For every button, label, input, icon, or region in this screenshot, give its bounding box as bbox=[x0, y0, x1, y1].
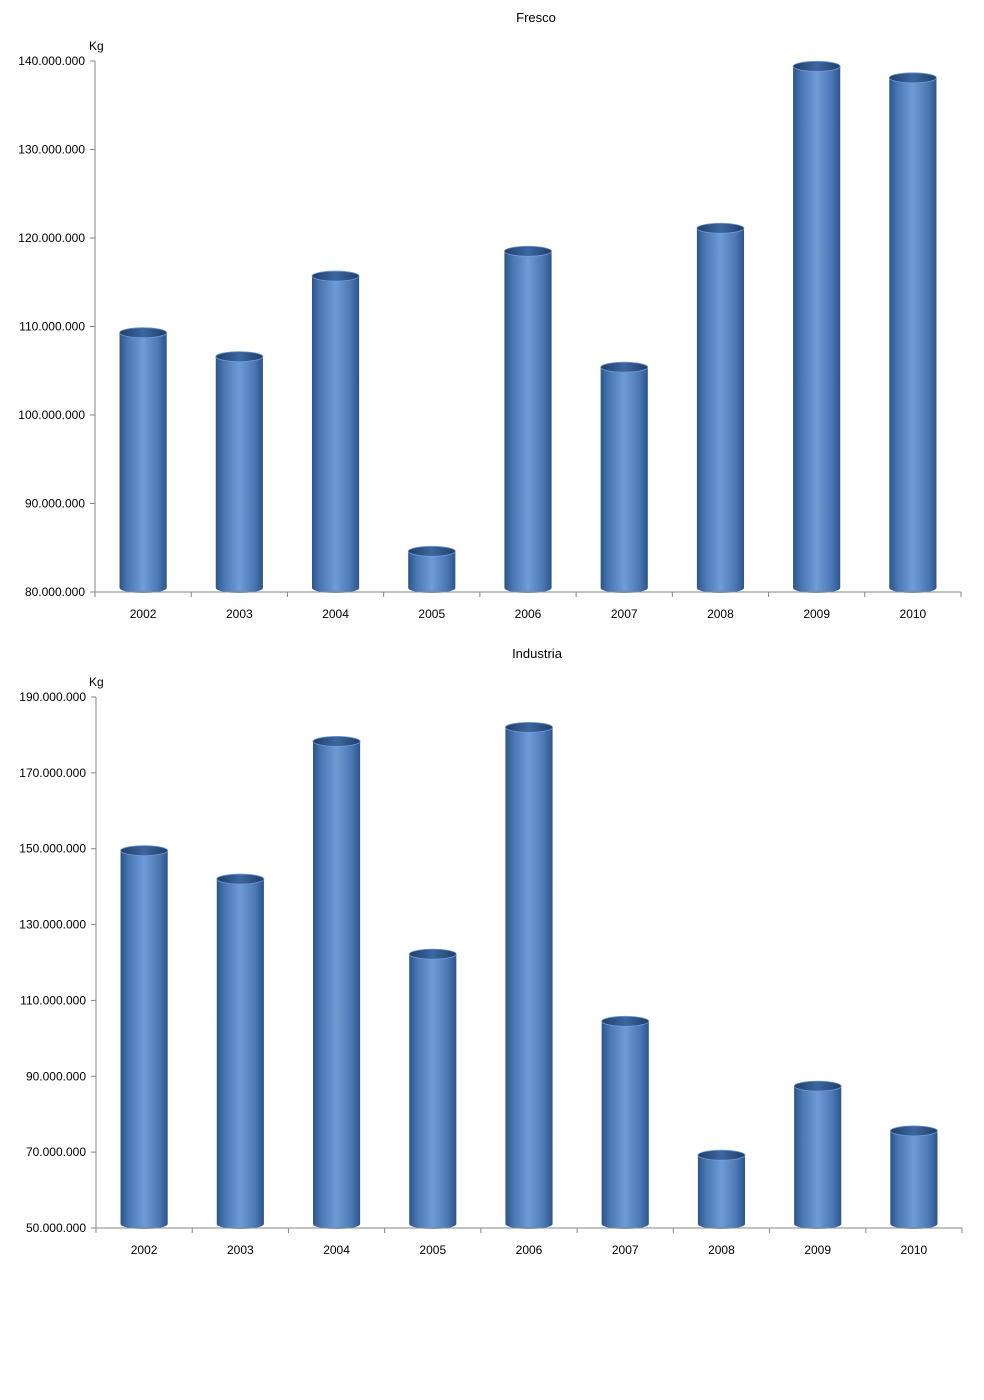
y-tick-label: 150.000.000 bbox=[19, 842, 86, 856]
y-tick-label: 130.000.000 bbox=[19, 918, 86, 932]
bar-top bbox=[119, 327, 168, 339]
bar-body bbox=[600, 367, 648, 593]
bar-top bbox=[407, 545, 456, 557]
bar-2005 bbox=[408, 948, 457, 1229]
bar-top bbox=[215, 351, 264, 362]
x-tick-label: 2004 bbox=[323, 1243, 350, 1257]
x-tick-label: 2003 bbox=[226, 607, 253, 621]
x-tick-label: 2005 bbox=[418, 607, 445, 621]
y-tick-label: 170.000.000 bbox=[19, 766, 86, 780]
bar-body bbox=[409, 954, 457, 1229]
bar-top bbox=[697, 1149, 746, 1161]
bar-body bbox=[794, 1086, 842, 1229]
bar-2004 bbox=[312, 735, 361, 1229]
x-tick-label: 2002 bbox=[131, 1243, 158, 1257]
y-tick-label: 120.000.000 bbox=[18, 231, 85, 245]
x-tick-label: 2009 bbox=[804, 1243, 831, 1257]
y-tick-label: 100.000.000 bbox=[18, 408, 85, 422]
y-tick-label: 90.000.000 bbox=[26, 1069, 86, 1083]
bar-top bbox=[793, 1080, 842, 1092]
bar-2008 bbox=[696, 222, 745, 593]
bar-top bbox=[311, 270, 360, 282]
bar-body bbox=[697, 1155, 746, 1229]
bar-top bbox=[888, 72, 937, 84]
bar-top bbox=[696, 222, 745, 234]
bar-body bbox=[311, 276, 360, 593]
y-tick-label: 130.000.000 bbox=[18, 143, 85, 157]
bar-body bbox=[408, 551, 456, 593]
chart-industria: Industria Kg 50.000.000 70.000.000 90.000.… bbox=[19, 646, 963, 1257]
bar-2006 bbox=[504, 245, 552, 593]
bar-body bbox=[312, 741, 361, 1229]
y-tick-label: 110.000.000 bbox=[19, 320, 85, 334]
x-tick-label: 2007 bbox=[611, 607, 638, 621]
x-tick-label: 2008 bbox=[708, 1243, 735, 1257]
bar-2002 bbox=[120, 845, 169, 1229]
y-tick-label: 50.000.000 bbox=[26, 1221, 86, 1235]
bar-body bbox=[119, 332, 167, 593]
bar-top bbox=[216, 873, 265, 885]
bar-2010 bbox=[889, 1125, 938, 1229]
x-tick-label: 2007 bbox=[612, 1243, 639, 1257]
y-tick-label: 140.000.000 bbox=[18, 54, 85, 68]
y-axis-unit-label: Kg bbox=[89, 39, 104, 53]
bar-2009 bbox=[792, 60, 841, 593]
bar-body bbox=[505, 727, 553, 1229]
axes: 80.000.000 90.000.000 100.000.000 110.000.0… bbox=[18, 54, 962, 621]
bar-top bbox=[312, 735, 361, 747]
x-tick-label: 2006 bbox=[515, 607, 542, 621]
y-tick-label: 110.000.000 bbox=[20, 993, 86, 1007]
bar-2004 bbox=[311, 270, 360, 593]
y-tick-label: 90.000.000 bbox=[25, 497, 85, 511]
bar-2003 bbox=[216, 873, 265, 1229]
chart-title: Fresco bbox=[516, 10, 556, 25]
x-tick-label: 2002 bbox=[130, 607, 157, 621]
bar-2009 bbox=[793, 1080, 842, 1229]
x-tick-label: 2010 bbox=[901, 1243, 928, 1257]
x-tick-label: 2005 bbox=[419, 1243, 446, 1257]
bar-2007 bbox=[600, 361, 649, 593]
y-tick-label: 190.000.000 bbox=[19, 690, 86, 704]
bar-top bbox=[504, 245, 552, 257]
chart-title: Industria bbox=[512, 646, 563, 661]
bar-body bbox=[215, 356, 263, 593]
bar-2002 bbox=[119, 327, 168, 593]
y-axis-unit-label: Kg bbox=[89, 675, 104, 689]
x-tick-label: 2003 bbox=[227, 1243, 254, 1257]
bar-body bbox=[793, 66, 841, 593]
bar-top bbox=[120, 845, 169, 857]
bar-top bbox=[601, 1015, 650, 1027]
x-tick-label: 2004 bbox=[322, 607, 349, 621]
bar-body bbox=[890, 1130, 938, 1229]
y-tick-label: 80.000.000 bbox=[25, 585, 85, 599]
bar-body bbox=[120, 850, 168, 1229]
bar-body bbox=[216, 879, 264, 1229]
bar-top bbox=[600, 361, 649, 373]
bar-top bbox=[408, 948, 457, 960]
bar-top bbox=[889, 1125, 938, 1137]
bar-top bbox=[792, 60, 841, 72]
y-tick-label: 70.000.000 bbox=[26, 1145, 86, 1159]
bar-2007 bbox=[601, 1015, 650, 1229]
x-tick-label: 2008 bbox=[707, 607, 734, 621]
bar-top bbox=[505, 721, 553, 733]
bar-body bbox=[696, 228, 745, 593]
bars bbox=[120, 721, 938, 1229]
bar-2008 bbox=[697, 1149, 746, 1229]
bar-2010 bbox=[888, 72, 937, 593]
x-tick-label: 2009 bbox=[803, 607, 830, 621]
x-tick-label: 2006 bbox=[516, 1243, 543, 1257]
x-tick-label: 2010 bbox=[900, 607, 927, 621]
chart-fresco: Fresco Kg 80.000.000 90.000.000 100.000.00… bbox=[18, 10, 962, 621]
bar-body bbox=[504, 251, 552, 593]
bar-body bbox=[601, 1021, 649, 1229]
bar-2006 bbox=[505, 721, 553, 1229]
bar-2005 bbox=[407, 545, 456, 593]
bars bbox=[119, 60, 937, 593]
bar-2003 bbox=[215, 351, 264, 593]
bar-body bbox=[889, 77, 937, 593]
axes: 50.000.000 70.000.000 90.000.000 110.000.00… bbox=[19, 690, 963, 1257]
